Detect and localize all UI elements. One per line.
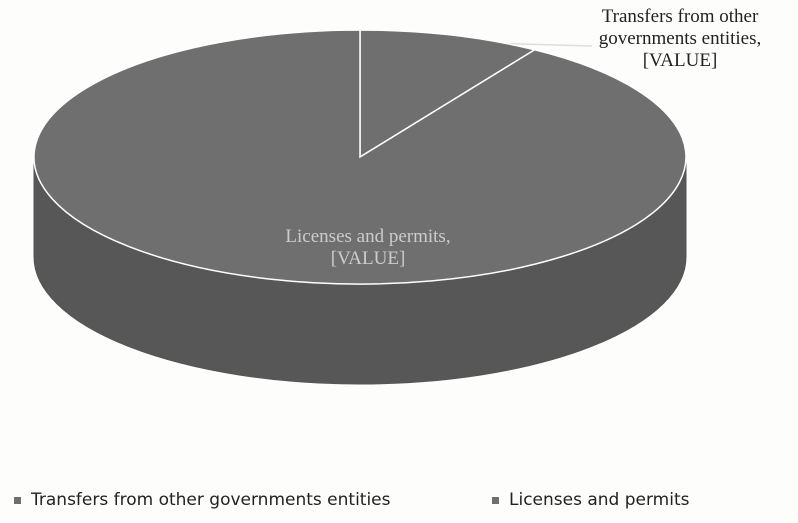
- data-label: Transfers from other governments entitie…: [598, 6, 762, 71]
- legend-item: Licenses and permits: [492, 490, 689, 510]
- legend-item: Transfers from other governments entitie…: [14, 490, 391, 510]
- legend-swatch: [14, 496, 21, 504]
- legend-label: Licenses and permits: [509, 490, 690, 510]
- data-label: Licenses and permits, [VALUE]: [285, 226, 451, 269]
- pie-slice: [359, 29, 537, 159]
- pie-slice: [33, 29, 687, 285]
- legend-swatch: [492, 496, 499, 504]
- legend-label: Transfers from other governments entitie…: [31, 490, 391, 510]
